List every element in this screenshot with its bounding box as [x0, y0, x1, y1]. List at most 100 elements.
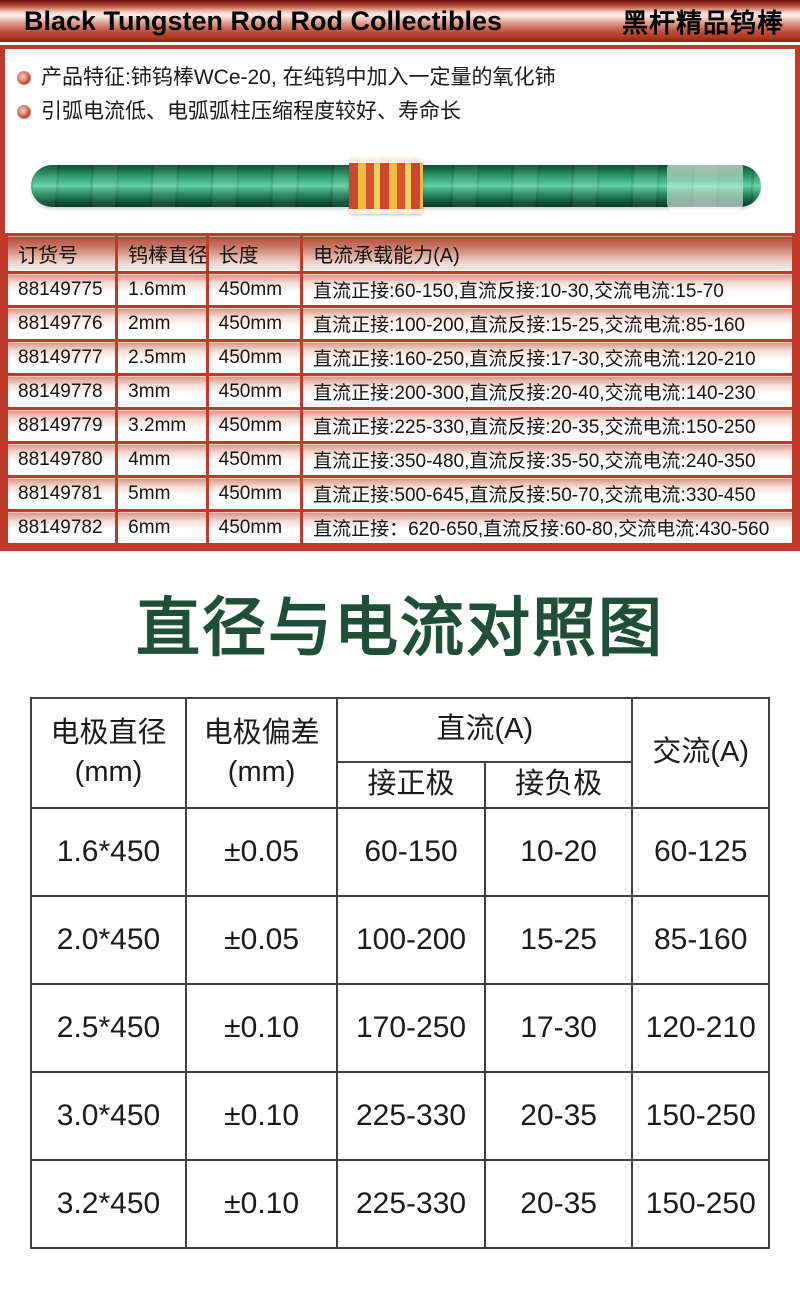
- table-cell: 120-210: [631, 983, 770, 1073]
- feature-list: 产品特征:铈钨棒WCe-20, 在纯钨中加入一定量的氧化铈 引弧电流低、电弧弧柱…: [5, 49, 795, 131]
- table-row: 2.0*450 ±0.05 100-200 15-25 85-160: [30, 895, 770, 985]
- table-cell: 450mm: [205, 373, 304, 410]
- table-cell: 1.6mm: [115, 271, 209, 308]
- table-cell: 450mm: [205, 407, 304, 444]
- table-cell: 88149781: [4, 475, 119, 512]
- table-cell: 150-250: [631, 1159, 770, 1249]
- product-section-frame: 产品特征:铈钨棒WCe-20, 在纯钨中加入一定量的氧化铈 引弧电流低、电弧弧柱…: [0, 45, 800, 551]
- table-cell: ±0.10: [184, 1071, 339, 1161]
- table-cell: 450mm: [205, 305, 304, 342]
- table-row: 88149777 2.5mm 450mm 直流正接:160-250,直流反接:17-3…: [4, 339, 795, 376]
- feature-text: 产品特征:铈钨棒WCe-20, 在纯钨中加入一定量的氧化铈: [41, 66, 556, 89]
- compare-header-dc-negative: 接负极: [483, 761, 634, 809]
- table-cell: ±0.05: [184, 807, 339, 897]
- table-cell: 170-250: [336, 983, 486, 1073]
- table-cell: 直流正接：620-650,直流反接:60-80,交流电流:430-560: [300, 509, 795, 546]
- table-cell: 88149782: [4, 509, 119, 546]
- table-cell: 100-200: [336, 895, 486, 985]
- table-cell: 450mm: [205, 339, 304, 376]
- table-cell: 88149775: [4, 271, 119, 308]
- page-title-english: Black Tungsten Rod Rod Collectibles: [24, 5, 503, 36]
- table-cell: 2mm: [115, 305, 209, 342]
- table-cell: 88149778: [4, 373, 119, 410]
- table-row: 2.5*450 ±0.10 170-250 17-30 120-210: [30, 983, 770, 1073]
- table-row: 88149782 6mm 450mm 直流正接：620-650,直流反接:60-80,…: [4, 509, 795, 546]
- compare-header-dc-positive: 接正极: [336, 761, 486, 809]
- table-row: 88149780 4mm 450mm 直流正接:350-480,直流反接:35-50,…: [4, 441, 795, 478]
- product-panel: 产品特征:铈钨棒WCe-20, 在纯钨中加入一定量的氧化铈 引弧电流低、电弧弧柱…: [5, 49, 795, 233]
- table-row: 88149781 5mm 450mm 直流正接:500-645,直流反接:50-70,…: [4, 475, 795, 512]
- table-cell: 88149780: [4, 441, 119, 478]
- table-row: 88149775 1.6mm 450mm 直流正接:60-150,直流反接:10-30…: [4, 271, 795, 308]
- table-cell: 450mm: [205, 509, 304, 546]
- table-cell: 2.0*450: [30, 895, 187, 985]
- spec-header-diameter: 钨棒直径: [115, 233, 209, 274]
- table-cell: 15-25: [483, 895, 634, 985]
- spec-table-header-row: 订货号 钨棒直径 长度 电流承载能力(A): [4, 233, 795, 274]
- comparison-table: 电极直径 (mm) 电极偏差 (mm) 直流(A) 交流(A) 接正极 接负极 …: [30, 697, 770, 1249]
- compare-header-ac: 交流(A): [631, 697, 770, 809]
- table-cell: 450mm: [205, 475, 304, 512]
- compare-header-diameter: 电极直径 (mm): [30, 697, 187, 809]
- table-cell: 4mm: [115, 441, 209, 478]
- feature-item: 产品特征:铈钨棒WCe-20, 在纯钨中加入一定量的氧化铈: [17, 61, 785, 95]
- table-cell: 60-125: [631, 807, 770, 897]
- table-cell: 10-20: [483, 807, 634, 897]
- comparison-header-row-2: 接正极 接负极: [31, 761, 769, 809]
- rod-center-label: [349, 158, 423, 214]
- table-cell: 150-250: [631, 1071, 770, 1161]
- table-row: 3.0*450 ±0.10 225-330 20-35 150-250: [30, 1071, 770, 1161]
- table-row: 88149778 3mm 450mm 直流正接:200-300,直流反接:20-40,…: [4, 373, 795, 410]
- section-title: 直径与电流对照图: [136, 592, 664, 664]
- spec-header-length: 长度: [205, 233, 304, 274]
- table-row: 88149779 3.2mm 450mm 直流正接:225-330,直流反接:20-3…: [4, 407, 795, 444]
- table-cell: 85-160: [631, 895, 770, 985]
- spec-header-order-no: 订货号: [4, 233, 119, 274]
- table-cell: 6mm: [115, 509, 209, 546]
- feature-item: 引弧电流低、电弧弧柱压缩程度较好、寿命长: [17, 95, 785, 129]
- table-cell: 88149777: [4, 339, 119, 376]
- table-cell: 直流正接:100-200,直流反接:15-25,交流电流:85-160: [300, 305, 795, 342]
- table-cell: 3mm: [115, 373, 209, 410]
- product-photo: [5, 131, 795, 233]
- table-cell: 2.5mm: [115, 339, 209, 376]
- table-cell: ±0.10: [184, 1159, 339, 1249]
- table-row: 88149776 2mm 450mm 直流正接:100-200,直流反接:15-25,…: [4, 305, 795, 342]
- table-cell: 88149779: [4, 407, 119, 444]
- gem-bullet-icon: [17, 71, 31, 85]
- table-cell: 20-35: [483, 1159, 634, 1249]
- spec-table: 订货号 钨棒直径 长度 电流承载能力(A) 88149775 1.6mm 450mm…: [4, 233, 795, 546]
- table-cell: 直流正接:160-250,直流反接:17-30,交流电流:120-210: [300, 339, 795, 376]
- table-cell: 20-35: [483, 1071, 634, 1161]
- table-cell: 450mm: [205, 441, 304, 478]
- table-cell: ±0.05: [184, 895, 339, 985]
- table-cell: 3.2*450: [30, 1159, 187, 1249]
- table-cell: 88149776: [4, 305, 119, 342]
- table-cell: 2.5*450: [30, 983, 187, 1073]
- gem-bullet-icon: [17, 105, 31, 119]
- feature-text: 引弧电流低、电弧弧柱压缩程度较好、寿命长: [41, 100, 461, 123]
- table-row: 3.2*450 ±0.10 225-330 20-35 150-250: [30, 1159, 770, 1249]
- bottom-whitespace: [0, 1249, 800, 1289]
- table-cell: 3.2mm: [115, 407, 209, 444]
- table-cell: 直流正接:350-480,直流反接:35-50,交流电流:240-350: [300, 441, 795, 478]
- table-cell: 1.6*450: [30, 807, 187, 897]
- page-title-chinese: 黑杆精品钨棒: [621, 7, 784, 38]
- comparison-header-row-1: 电极直径 (mm) 电极偏差 (mm) 直流(A) 交流(A): [30, 697, 770, 809]
- table-row: 1.6*450 ±0.05 60-150 10-20 60-125: [30, 807, 770, 897]
- table-cell: 直流正接:225-330,直流反接:20-35,交流电流:150-250: [300, 407, 795, 444]
- spec-header-current-capacity: 电流承载能力(A): [300, 233, 795, 274]
- table-cell: 直流正接:200-300,直流反接:20-40,交流电流:140-230: [300, 373, 795, 410]
- table-cell: 直流正接:500-645,直流反接:50-70,交流电流:330-450: [300, 475, 795, 512]
- compare-header-deviation: 电极偏差 (mm): [184, 697, 339, 809]
- table-cell: 450mm: [205, 271, 304, 308]
- compare-header-dc: 直流(A): [336, 697, 634, 763]
- table-cell: 225-330: [336, 1159, 486, 1249]
- page-header: Black Tungsten Rod Rod Collectibles 黑杆精品…: [0, 0, 800, 42]
- rod-plastic-wrap: [667, 159, 743, 213]
- table-cell: 60-150: [336, 807, 486, 897]
- table-cell: 3.0*450: [30, 1071, 187, 1161]
- table-cell: 225-330: [336, 1071, 486, 1161]
- table-cell: ±0.10: [184, 983, 339, 1073]
- table-cell: 直流正接:60-150,直流反接:10-30,交流电流:15-70: [300, 271, 795, 308]
